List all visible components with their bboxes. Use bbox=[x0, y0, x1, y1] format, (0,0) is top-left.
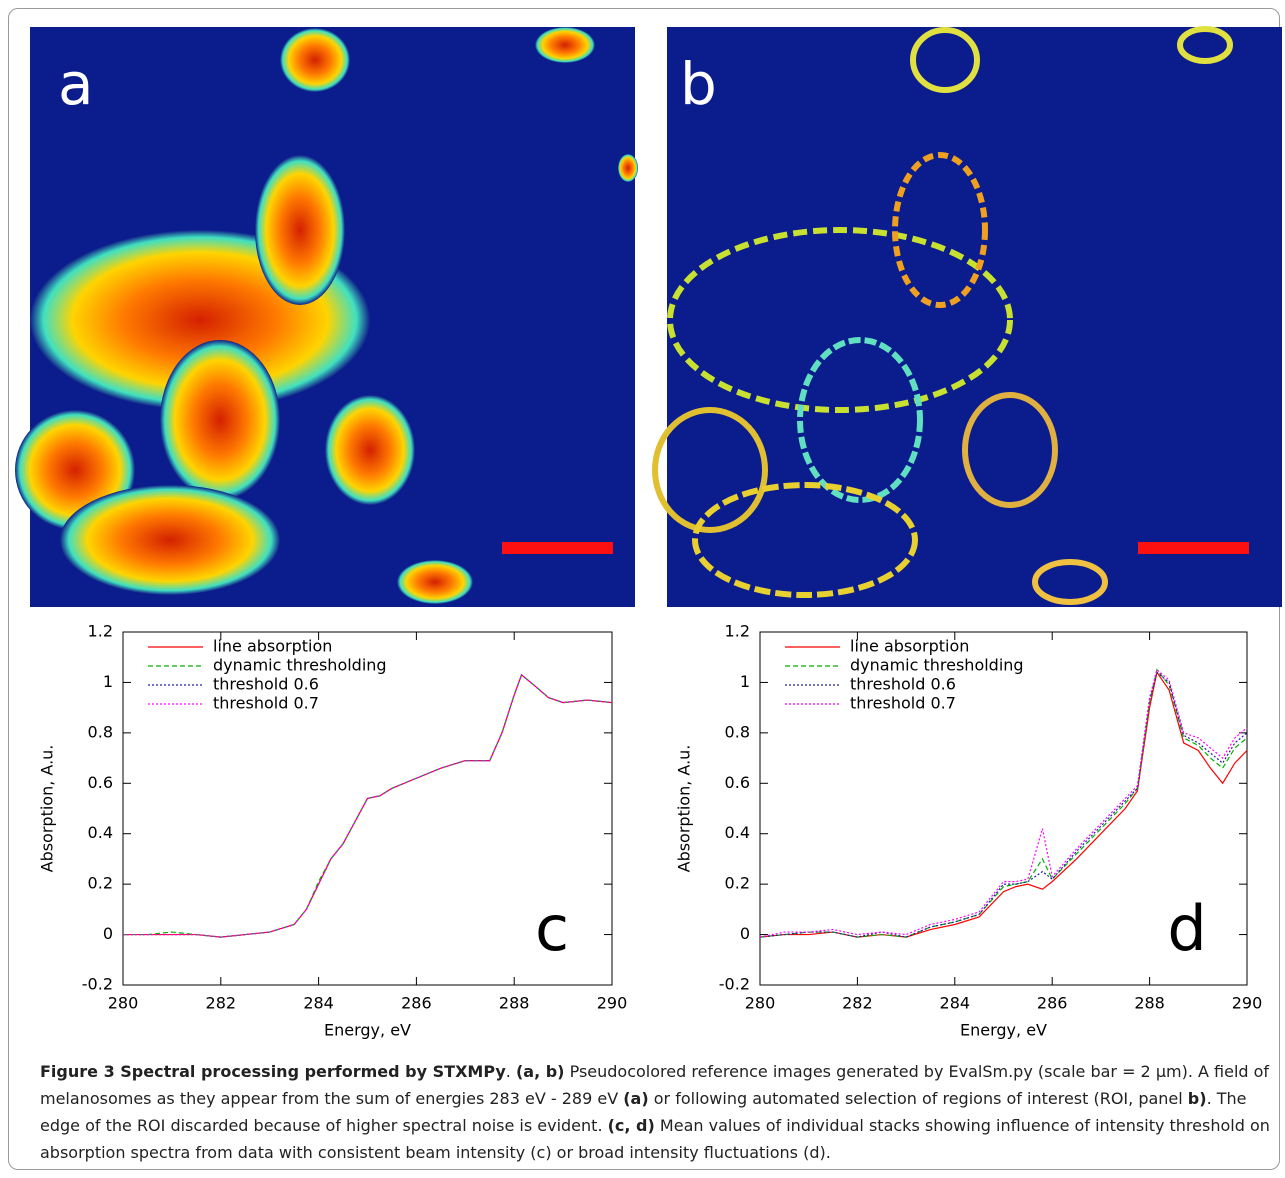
caption: Figure 3 Spectral processing performed b… bbox=[40, 1058, 1280, 1166]
y-tick-label: 0.4 bbox=[725, 823, 750, 842]
y-axis-label: Absorption, A.u. bbox=[675, 745, 694, 873]
x-tick-label: 290 bbox=[1232, 994, 1263, 1013]
caption-run: Pseudocolored reference images generated… bbox=[40, 1062, 1270, 1108]
y-tick-label: 0.8 bbox=[88, 722, 113, 741]
y-tick-label: -0.2 bbox=[719, 975, 750, 994]
x-tick-label: 286 bbox=[401, 994, 432, 1013]
caption-run: Mean values of individual stacks showing… bbox=[40, 1116, 1270, 1162]
plot-frame bbox=[122, 631, 613, 986]
y-tick-label: 1.2 bbox=[88, 622, 113, 641]
x-tick-label: 286 bbox=[1037, 994, 1068, 1013]
y-tick-label: 1 bbox=[740, 672, 750, 691]
legend-label: line absorption bbox=[850, 637, 969, 656]
caption-run: (c, d) bbox=[607, 1116, 655, 1135]
x-axis-label: Energy, eV bbox=[960, 1021, 1047, 1040]
x-tick-label: 280 bbox=[745, 994, 776, 1013]
image-a bbox=[15, 27, 638, 607]
y-tick-label: 0.6 bbox=[725, 773, 750, 792]
caption-run: (a, b) bbox=[515, 1062, 565, 1081]
x-tick-label: 288 bbox=[499, 994, 530, 1013]
x-tick-label: 280 bbox=[108, 994, 139, 1013]
figure: a b -0.2 0 0.2 0.4 0.6 0.8 1 1.2 280 282 284 286 288… bbox=[15, 26, 1282, 1040]
legend-label: threshold 0.7 bbox=[850, 694, 956, 713]
legend-label: line absorption bbox=[213, 637, 332, 656]
panel-label: d bbox=[1167, 892, 1206, 965]
y-tick-label: 0.8 bbox=[725, 722, 750, 741]
y-tick-label: 1.2 bbox=[725, 622, 750, 641]
x-tick-label: 282 bbox=[842, 994, 873, 1013]
y-tick-label: 0.2 bbox=[88, 874, 113, 893]
panel-label: c bbox=[535, 892, 569, 965]
x-tick-label: 282 bbox=[206, 994, 237, 1013]
legend-label: threshold 0.7 bbox=[213, 694, 319, 713]
y-axis-label: Absorption, A.u. bbox=[38, 745, 57, 873]
plot-frame bbox=[759, 631, 1248, 986]
y-tick-label: 0 bbox=[103, 924, 113, 943]
caption-run: (a) bbox=[623, 1089, 649, 1108]
caption-run: . The edge of the ROI discarded because … bbox=[40, 1089, 1247, 1135]
caption-run: b) bbox=[1187, 1089, 1207, 1108]
x-axis-label: Energy, eV bbox=[324, 1021, 411, 1040]
caption-run: . bbox=[505, 1062, 516, 1081]
legend-label: dynamic thresholding bbox=[213, 656, 387, 675]
y-tick-label: 0.2 bbox=[725, 874, 750, 893]
legend-label: dynamic thresholding bbox=[850, 656, 1024, 675]
y-tick-label: 0 bbox=[740, 924, 750, 943]
series-line bbox=[759, 668, 1248, 938]
y-tick-label: -0.2 bbox=[82, 975, 113, 994]
x-tick-label: 284 bbox=[303, 994, 334, 1013]
legend-label: threshold 0.6 bbox=[213, 675, 319, 694]
y-tick-label: 0.6 bbox=[88, 773, 113, 792]
image-b bbox=[652, 26, 1282, 607]
y-tick-label: 0.4 bbox=[88, 823, 113, 842]
y-tick-label: 1 bbox=[103, 672, 113, 691]
series-line bbox=[759, 668, 1248, 938]
x-tick-label: 288 bbox=[1134, 994, 1165, 1013]
legend-label: threshold 0.6 bbox=[850, 675, 956, 694]
panel-label: a bbox=[58, 50, 94, 118]
x-tick-label: 284 bbox=[940, 994, 971, 1013]
x-tick-label: 290 bbox=[597, 994, 628, 1013]
panel-label: b bbox=[680, 50, 717, 118]
caption-run: Figure 3 Spectral processing performed b… bbox=[40, 1062, 506, 1081]
series-line bbox=[759, 670, 1248, 938]
series-line bbox=[123, 673, 613, 938]
caption-run: or following automated selection of regi… bbox=[648, 1089, 1188, 1108]
